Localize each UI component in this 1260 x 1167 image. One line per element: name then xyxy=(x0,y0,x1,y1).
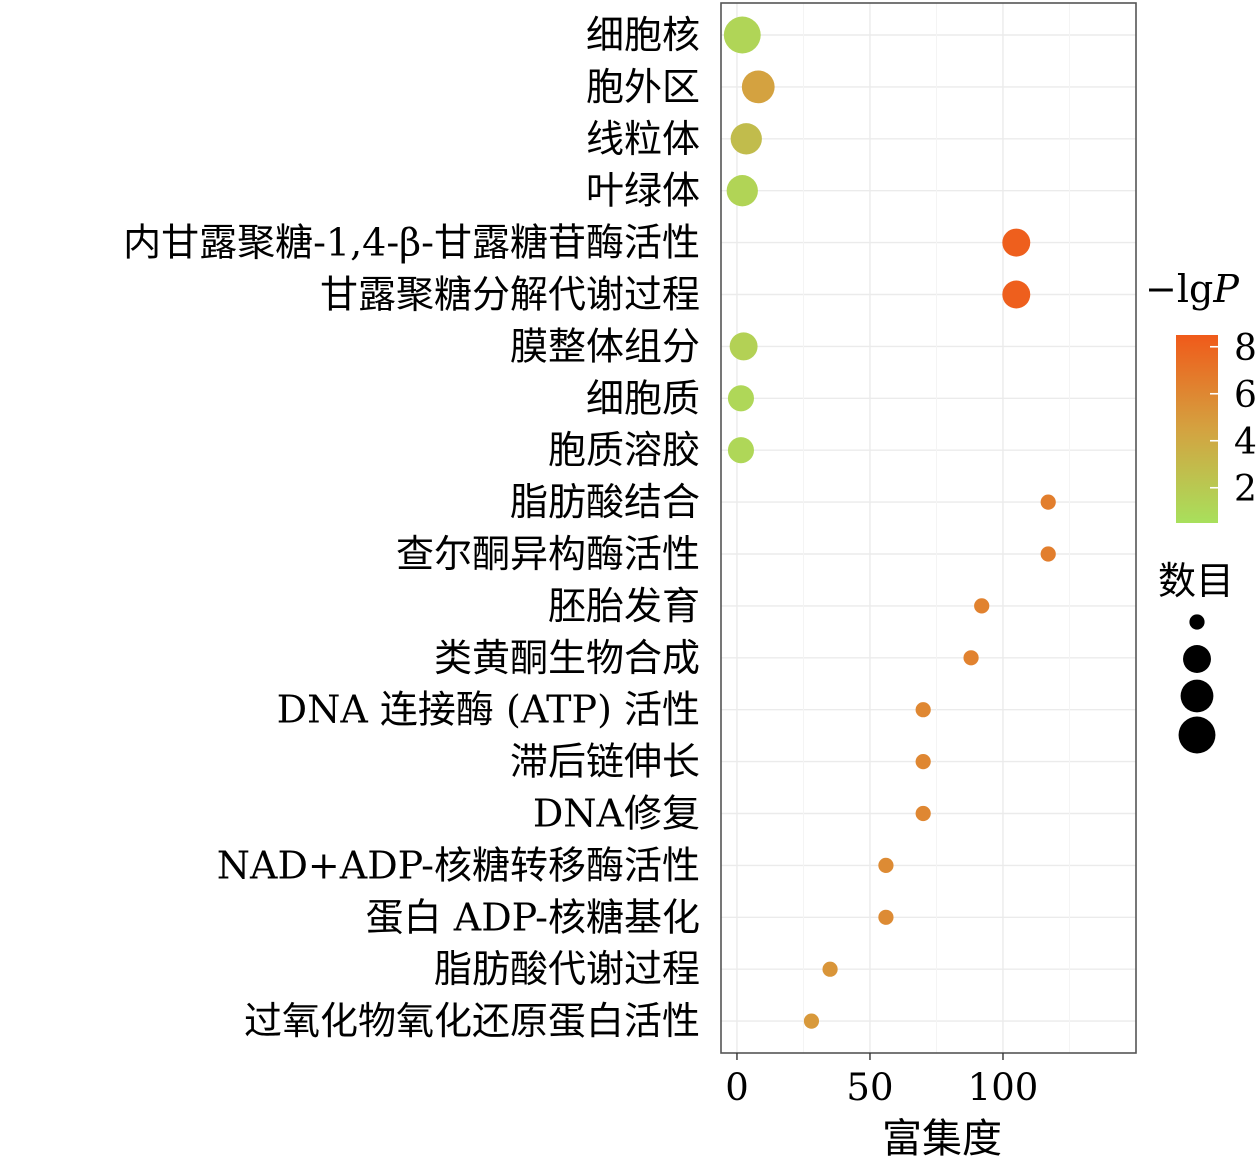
data-point xyxy=(727,385,754,412)
category-label: 甘露聚糖分解代谢过程 xyxy=(320,273,700,317)
plot-panel-border xyxy=(720,2,1137,1054)
data-point xyxy=(1002,228,1031,257)
category-label: 查尔酮异构酶活性 xyxy=(396,532,700,576)
size-legend-point xyxy=(1189,614,1205,630)
category-label: DNA修复 xyxy=(533,792,700,836)
category-label: DNA 连接酶 (ATP) 活性 xyxy=(277,688,700,732)
category-labels: 细胞核胞外区线粒体叶绿体内甘露聚糖-1,4-β-甘露糖苷酶活性甘露聚糖分解代谢过… xyxy=(123,13,700,1043)
data-point xyxy=(803,1013,820,1029)
category-label: 叶绿体 xyxy=(586,169,700,213)
category-label: 类黄酮生物合成 xyxy=(434,636,700,680)
size-legend: 数目 xyxy=(1158,559,1234,754)
x-tick-label: 100 xyxy=(968,1066,1039,1109)
category-label: NAD+ADP-核糖转移酶活性 xyxy=(217,843,700,887)
x-axis-title: 富集度 xyxy=(882,1116,1002,1162)
color-bar-tick-label: 4 xyxy=(1234,422,1257,463)
color-bar-tick-label: 2 xyxy=(1234,469,1257,510)
category-label: 胚胎发育 xyxy=(548,584,700,628)
size-legend-point xyxy=(1183,645,1211,673)
data-point xyxy=(741,70,775,104)
data-point xyxy=(730,123,762,155)
size-legend-title: 数目 xyxy=(1158,559,1234,603)
data-point xyxy=(915,754,931,770)
category-label: 过氧化物氧化还原蛋白活性 xyxy=(244,999,700,1043)
category-label: 细胞核 xyxy=(586,13,700,57)
data-point xyxy=(1002,280,1031,309)
data-point xyxy=(878,857,894,874)
grid-lines xyxy=(721,3,1136,1053)
category-label: 线粒体 xyxy=(586,117,700,161)
data-point xyxy=(963,650,979,666)
category-label: 脂肪酸代谢过程 xyxy=(434,947,700,991)
color-bar-ticks: 8 6 4 2 xyxy=(1210,328,1257,510)
color-bar-tick-label: 6 xyxy=(1234,375,1257,416)
size-legend-point xyxy=(1178,716,1216,754)
data-point xyxy=(1040,546,1056,562)
data-point xyxy=(1040,494,1056,510)
data-points xyxy=(723,16,1056,1029)
color-legend-title-main: −lg xyxy=(1145,267,1213,311)
category-label: 蛋白 ADP-核糖基化 xyxy=(366,895,700,939)
size-legend-point xyxy=(1180,679,1214,713)
category-label: 滞后链伸长 xyxy=(510,740,700,784)
data-point xyxy=(974,598,990,614)
color-legend-title: −lgP xyxy=(1145,267,1240,311)
data-point xyxy=(729,332,758,361)
data-point xyxy=(822,961,838,977)
x-tick-label: 50 xyxy=(846,1066,893,1109)
category-label: 胞外区 xyxy=(586,65,700,109)
size-legend-points xyxy=(1178,614,1216,754)
data-point xyxy=(878,909,894,925)
color-bar-tick-label: 8 xyxy=(1234,328,1257,369)
x-axis-ticks: 0 50 100 xyxy=(725,1053,1038,1109)
data-point xyxy=(727,437,754,464)
data-point xyxy=(915,805,931,822)
data-point xyxy=(723,16,761,54)
data-point xyxy=(726,175,758,207)
x-tick-label: 0 xyxy=(725,1066,749,1109)
category-label: 内甘露聚糖-1,4-β-甘露糖苷酶活性 xyxy=(123,221,700,265)
color-legend-title-italic: P xyxy=(1212,267,1240,311)
color-legend: −lgP 8 6 4 2 xyxy=(1145,267,1257,523)
category-label: 胞质溶胶 xyxy=(548,428,700,472)
category-label: 脂肪酸结合 xyxy=(510,480,700,524)
category-label: 膜整体组分 xyxy=(510,324,700,368)
data-point xyxy=(915,702,931,718)
category-label: 细胞质 xyxy=(586,376,700,420)
color-bar xyxy=(1176,335,1218,523)
